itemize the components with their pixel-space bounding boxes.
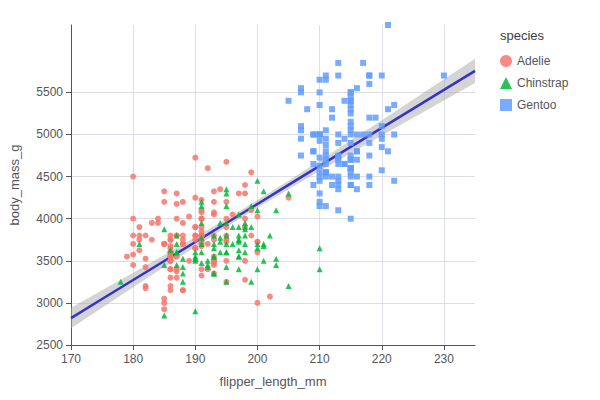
svg-text:Gentoo: Gentoo	[517, 98, 557, 112]
svg-text:body_mass_g: body_mass_g	[7, 145, 22, 226]
svg-text:210: 210	[310, 352, 330, 366]
svg-text:Adelie: Adelie	[517, 54, 551, 68]
svg-text:4500: 4500	[36, 170, 63, 184]
svg-text:230: 230	[434, 352, 454, 366]
svg-text:5500: 5500	[36, 85, 63, 99]
svg-text:5000: 5000	[36, 127, 63, 141]
svg-text:170: 170	[61, 352, 81, 366]
svg-text:4000: 4000	[36, 212, 63, 226]
svg-text:species: species	[500, 28, 545, 43]
svg-text:190: 190	[185, 352, 205, 366]
svg-text:Chinstrap: Chinstrap	[517, 76, 569, 90]
svg-text:2500: 2500	[36, 338, 63, 352]
svg-text:3500: 3500	[36, 254, 63, 268]
svg-text:180: 180	[123, 352, 143, 366]
svg-text:200: 200	[247, 352, 267, 366]
svg-text:220: 220	[372, 352, 392, 366]
svg-text:3000: 3000	[36, 296, 63, 310]
svg-text:flipper_length_mm: flipper_length_mm	[220, 374, 327, 389]
